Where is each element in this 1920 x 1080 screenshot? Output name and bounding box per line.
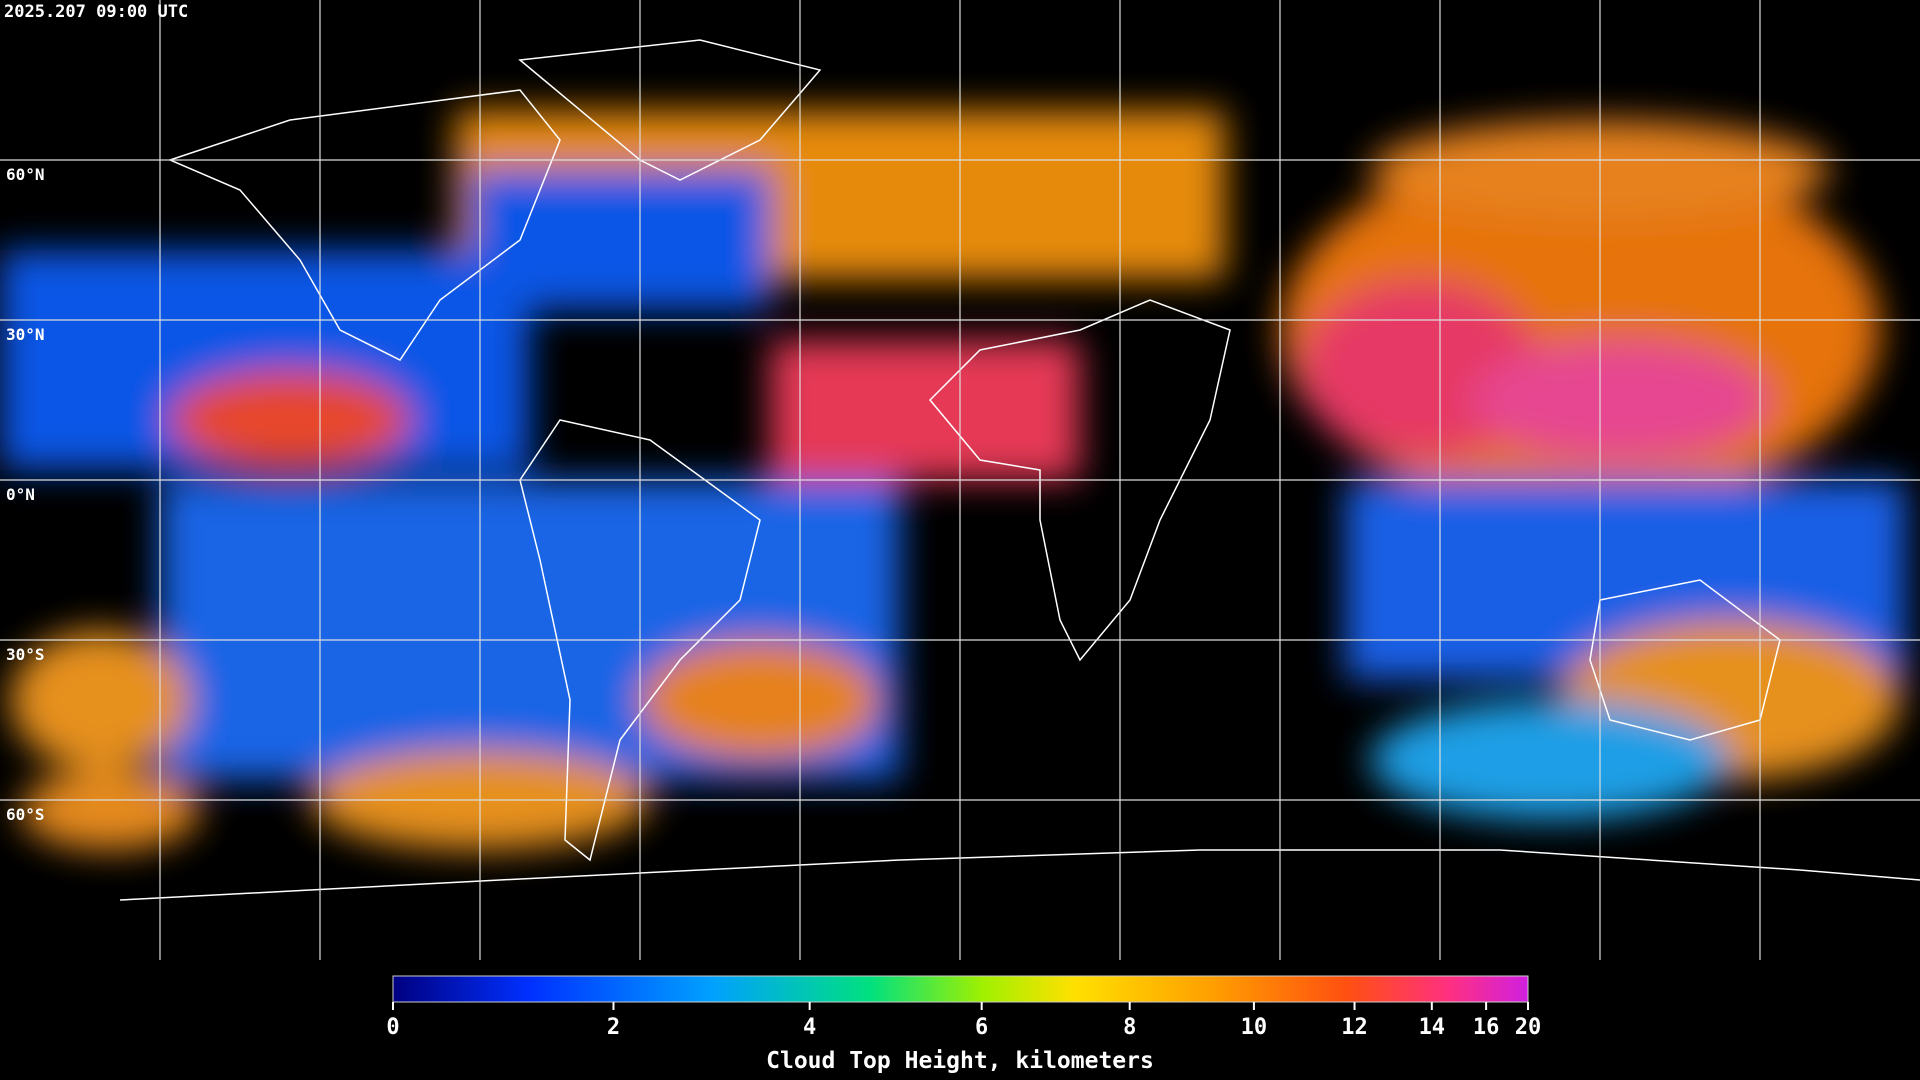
colorbar-tick-label: 10 bbox=[1241, 1015, 1268, 1040]
latitude-labels: 60°N 30°N 0°N 30°S 60°S bbox=[6, 165, 45, 824]
colorbar-tick-label: 6 bbox=[975, 1015, 988, 1040]
colorbar-title: Cloud Top Height, kilometers bbox=[766, 1048, 1154, 1074]
cloud-imagery bbox=[0, 110, 1905, 850]
latitude-label: 30°N bbox=[6, 325, 45, 344]
colorbar-tick-label: 8 bbox=[1123, 1015, 1136, 1040]
latitude-label: 60°N bbox=[6, 165, 45, 184]
timestamp: 2025.207 09:00 UTC bbox=[4, 2, 188, 22]
colorbar-tick-label: 20 bbox=[1515, 1015, 1542, 1040]
latitude-label: 60°S bbox=[6, 805, 45, 824]
colorbar-tick-label: 12 bbox=[1341, 1015, 1368, 1040]
latitude-label: 0°N bbox=[6, 485, 35, 504]
colorbar bbox=[392, 975, 1529, 1003]
colorbar-tick-label: 16 bbox=[1473, 1015, 1500, 1040]
colorbar-tick-label: 14 bbox=[1419, 1015, 1446, 1040]
colorbar-tick-label: 4 bbox=[803, 1015, 816, 1040]
graticule bbox=[0, 0, 1920, 960]
colorbar-tick-label: 0 bbox=[386, 1015, 399, 1040]
colorbar-tick-label: 2 bbox=[607, 1015, 620, 1040]
latitude-label: 30°S bbox=[6, 645, 45, 664]
colorbar-axis: 0 2 4 6 8 10 12 14 16 20 bbox=[386, 1002, 1541, 1040]
